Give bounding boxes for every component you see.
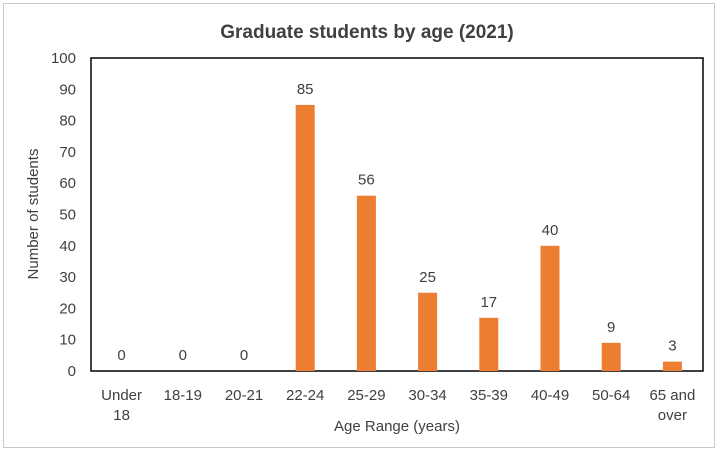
bar <box>479 317 499 371</box>
y-axis-label: Number of students <box>25 149 42 280</box>
data-label: 0 <box>179 347 187 364</box>
bar <box>356 195 376 371</box>
y-tick-label: 10 <box>59 332 76 349</box>
x-tick-label: 25-29 <box>347 387 385 404</box>
data-label: 17 <box>480 294 497 311</box>
plot-area <box>90 57 704 372</box>
y-tick-label: 60 <box>59 175 76 192</box>
y-axis-ticks: 0 10 20 30 40 50 60 70 80 90 100 <box>51 50 76 380</box>
chart-title: Graduate students by age (2021) <box>220 22 514 43</box>
x-tick-label: 20-21 <box>225 387 263 404</box>
x-tick-label: 35-39 <box>470 387 508 404</box>
data-label: 25 <box>419 269 436 286</box>
x-tick-label: 18-19 <box>164 387 202 404</box>
x-tick-label: 50-64 <box>592 387 630 404</box>
data-label: 0 <box>117 347 125 364</box>
y-tick-label: 90 <box>59 81 76 98</box>
x-tick-label: 40-49 <box>531 387 569 404</box>
data-label: 9 <box>607 319 615 336</box>
data-label: 3 <box>668 338 676 355</box>
data-label: 85 <box>297 81 314 98</box>
y-tick-label: 50 <box>59 207 76 224</box>
y-tick-label: 80 <box>59 113 76 130</box>
y-tick-label: 100 <box>51 50 76 67</box>
x-tick-label: Under 18 <box>101 387 142 424</box>
bar <box>418 292 438 371</box>
bar <box>540 245 560 371</box>
y-tick-label: 20 <box>59 300 76 317</box>
y-tick-label: 40 <box>59 238 76 255</box>
y-tick-label: 70 <box>59 144 76 161</box>
y-tick-label: 30 <box>59 269 76 286</box>
y-tick-label: 0 <box>68 363 76 380</box>
x-tick-label: 30-34 <box>408 387 446 404</box>
data-label: 40 <box>542 222 559 239</box>
bar <box>295 104 315 371</box>
x-axis-label: Age Range (years) <box>334 418 460 435</box>
bar <box>662 361 682 371</box>
x-axis-ticks: Under 18 18-19 20-21 22-24 25-29 30-34 35-39 40-… <box>101 387 695 424</box>
data-label: 56 <box>358 172 375 189</box>
data-labels: 0 0 0 85 56 25 17 40 9 3 <box>117 81 676 364</box>
bars <box>295 104 682 371</box>
data-label: 0 <box>240 347 248 364</box>
x-tick-label: 22-24 <box>286 387 324 404</box>
x-tick-label: 65 and over <box>649 387 695 424</box>
bar <box>601 342 621 371</box>
